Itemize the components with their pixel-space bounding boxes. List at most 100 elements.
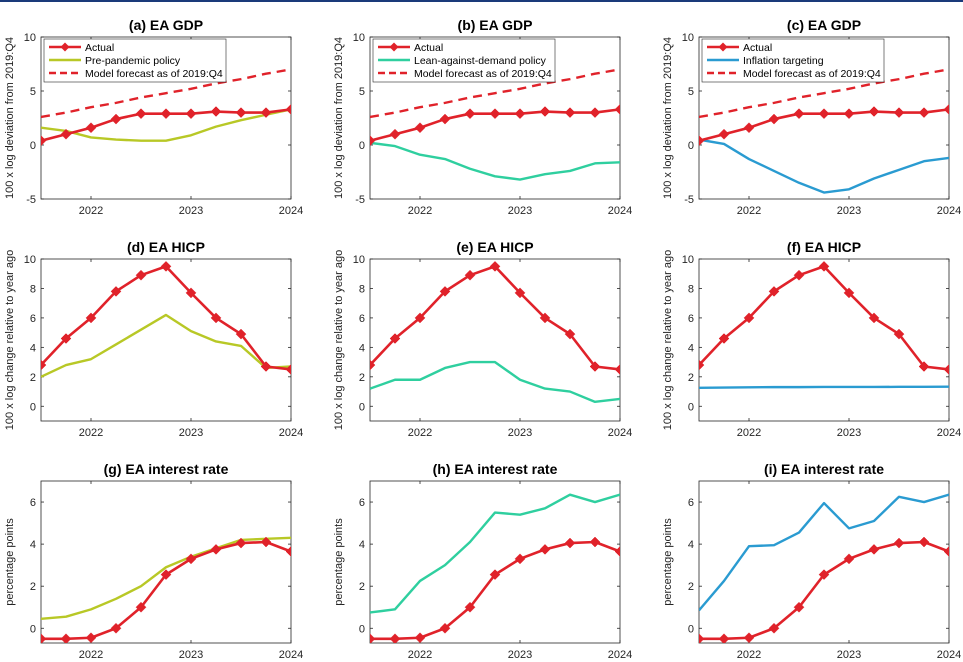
plot-area	[699, 68, 949, 194]
actual-point	[135, 269, 147, 281]
actual-point	[85, 122, 97, 134]
x-tick-label: 2022	[737, 427, 761, 439]
actual-point	[41, 135, 47, 147]
actual-point	[185, 553, 197, 565]
actual-point	[893, 107, 905, 118]
plot-area	[370, 493, 620, 643]
y-axis-label: 100 x log deviation from 2019:Q4	[662, 37, 674, 199]
actual-point	[893, 328, 905, 340]
actual-point	[370, 633, 376, 643]
y-tick-label: 4	[359, 342, 365, 354]
panel-title: (d) EA HICP	[127, 239, 205, 255]
actual-point	[489, 261, 501, 272]
top-rule	[0, 0, 963, 2]
y-tick-label: 10	[24, 32, 36, 44]
actual-point	[589, 107, 601, 118]
y-axis-label: percentage points	[333, 518, 345, 606]
actual-point	[768, 113, 780, 125]
actual-point	[564, 107, 576, 118]
y-tick-label: 2	[359, 581, 365, 593]
model-forecast-as-of-2019-q4-line	[699, 68, 949, 119]
y-tick-label: 5	[688, 86, 694, 98]
x-tick-label: 2024	[937, 205, 961, 217]
actual-point	[389, 128, 401, 140]
plot-area	[370, 261, 620, 404]
actual-point	[793, 601, 805, 613]
panel-i: (i) EA interest rate percentage points 0 2 4…	[662, 461, 961, 661]
y-tick-label: 0	[688, 140, 694, 152]
actual-point	[768, 286, 780, 297]
actual-point	[843, 287, 855, 299]
y-tick-label: 0	[359, 140, 365, 152]
actual-point	[235, 537, 247, 549]
y-tick-label: 5	[30, 86, 36, 98]
y-tick-label: 4	[688, 539, 694, 551]
y-tick-label: 5	[359, 86, 365, 98]
panel-c: (c) EA GDP 100 x log deviation from 2019:…	[662, 17, 961, 217]
plot-frame	[369, 480, 621, 644]
actual-point	[439, 113, 451, 125]
y-tick-label: 0	[30, 623, 36, 635]
actual-point	[564, 537, 576, 549]
actual-point	[699, 359, 705, 371]
y-tick-label: 0	[30, 140, 36, 152]
y-tick-label: 8	[30, 283, 36, 295]
actual-point	[539, 544, 551, 555]
inflation-targeting-line	[699, 138, 949, 194]
x-tick-label: 2023	[179, 649, 203, 661]
lean-against-demand-policy-line	[370, 493, 620, 614]
x-tick-label: 2023	[508, 427, 532, 439]
plot-frame	[698, 480, 950, 644]
panel-title: (b) EA GDP	[458, 17, 533, 33]
y-tick-label: -5	[355, 194, 365, 206]
panel-title: (g) EA interest rate	[104, 461, 229, 477]
panel-a: (a) EA GDP 100 x log deviation from 2019:…	[4, 17, 303, 217]
actual-point	[868, 106, 880, 117]
actual-point	[464, 269, 476, 281]
actual-line	[699, 265, 949, 371]
panel-title: (i) EA interest rate	[764, 461, 884, 477]
actual-point	[285, 364, 291, 375]
actual-point	[818, 108, 830, 120]
y-tick-label: 8	[688, 283, 694, 295]
actual-point	[614, 546, 620, 557]
actual-point	[60, 333, 72, 344]
actual-point	[210, 106, 222, 117]
y-tick-label: -5	[684, 194, 694, 206]
actual-point	[414, 632, 426, 643]
actual-point	[718, 633, 730, 643]
y-tick-label: 6	[30, 313, 36, 325]
y-tick-label: 6	[688, 313, 694, 325]
actual-point	[41, 633, 47, 643]
actual-point	[843, 553, 855, 565]
model-forecast-as-of-2019-q4-line	[370, 68, 620, 119]
actual-point	[414, 312, 426, 324]
inflation-targeting-line	[699, 493, 949, 612]
actual-point	[589, 361, 601, 372]
y-tick-label: 6	[359, 313, 365, 325]
x-tick-label: 2024	[279, 427, 303, 439]
plot-area	[41, 261, 291, 378]
y-axis-label: percentage points	[4, 518, 16, 606]
actual-point	[85, 312, 97, 324]
x-tick-label: 2023	[179, 205, 203, 217]
actual-point	[918, 536, 930, 548]
actual-point	[110, 622, 122, 634]
panel-e: (e) EA HICP 100 x log change relative to …	[333, 239, 632, 439]
panel-d: (d) EA HICP 100 x log change relative to …	[4, 239, 303, 439]
legend-label: Model forecast as of 2019:Q4	[743, 68, 881, 80]
legend-marker	[389, 42, 399, 52]
actual-point	[285, 104, 291, 115]
x-tick-label: 2023	[508, 205, 532, 217]
actual-point	[414, 122, 426, 134]
plot-frame	[40, 480, 292, 644]
x-tick-label: 2022	[408, 649, 432, 661]
actual-point	[918, 107, 930, 118]
x-tick-label: 2023	[508, 649, 532, 661]
y-tick-label: 10	[24, 254, 36, 266]
actual-point	[260, 361, 272, 372]
x-tick-label: 2022	[79, 427, 103, 439]
actual-point	[718, 128, 730, 140]
